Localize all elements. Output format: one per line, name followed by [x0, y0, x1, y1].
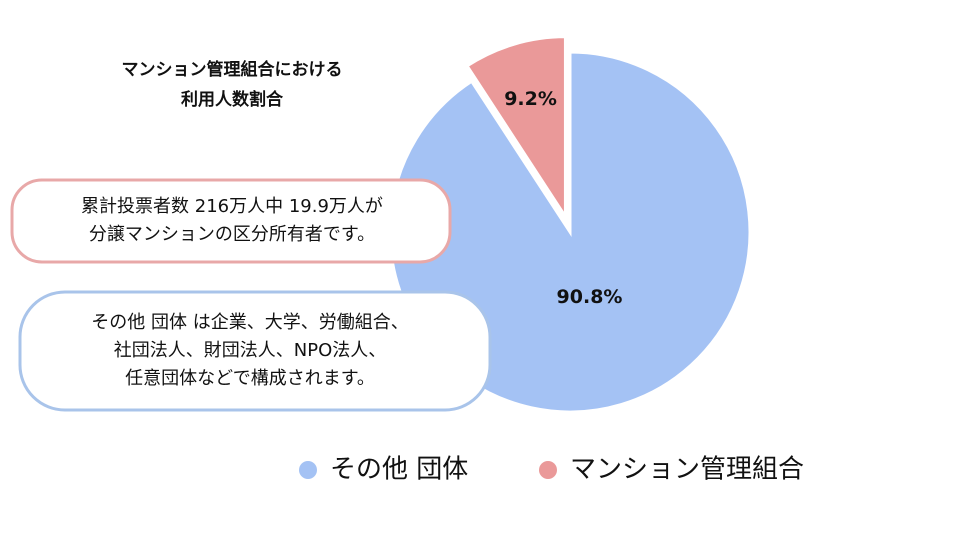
callout-text: 分譲マンションの区分所有者です。 [89, 224, 375, 245]
value-label: 90.8% [557, 286, 623, 308]
legend-marker [299, 461, 317, 479]
callout-text: 社団法人、財団法人、NPO法人、 [114, 340, 387, 361]
chart-title: マンション管理組合における [122, 59, 343, 80]
legend-label: マンション管理組合 [570, 455, 804, 485]
legend-label: その他 団体 [330, 455, 468, 485]
legend-marker [539, 461, 557, 479]
chart-title: 利用人数割合 [181, 89, 284, 110]
callout-text: 累計投票者数 216万人中 19.9万人が [81, 196, 383, 217]
callout-box [18, 290, 492, 412]
callout-text: その他 団体 は企業、大学、労働組合、 [91, 312, 408, 333]
pie-slice [465, 35, 567, 222]
value-label: 9.2% [504, 88, 557, 110]
callout-text: 任意団体などで構成されます。 [125, 368, 375, 389]
callout-box [10, 178, 452, 264]
